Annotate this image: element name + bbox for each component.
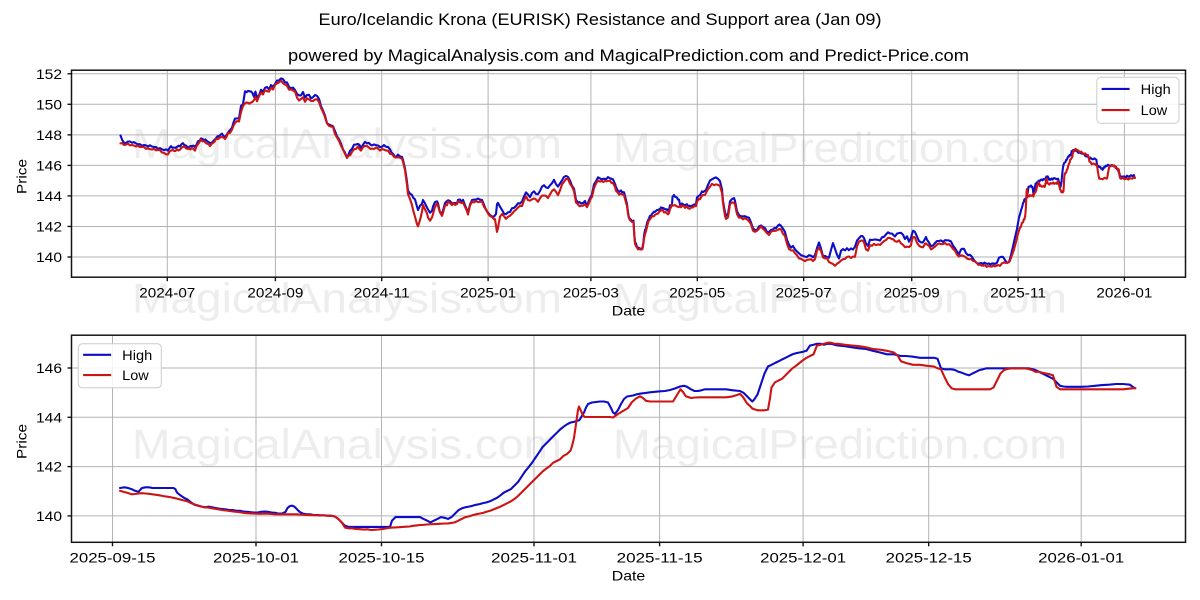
svg-text:2025-10-15: 2025-10-15 (339, 550, 425, 566)
svg-text:2025-12-15: 2025-12-15 (886, 550, 972, 566)
svg-text:2025-01: 2025-01 (460, 285, 516, 301)
svg-text:Low: Low (122, 367, 149, 383)
svg-text:2024-07: 2024-07 (139, 285, 195, 301)
svg-text:powered by MagicalAnalysis.com: powered by MagicalAnalysis.com and Magic… (288, 46, 969, 65)
svg-text:2025-09: 2025-09 (884, 285, 940, 301)
svg-text:Price: Price (14, 159, 30, 194)
svg-text:MagicalAnalysis.com: MagicalAnalysis.com (132, 275, 562, 322)
svg-text:2025-11-15: 2025-11-15 (617, 550, 703, 566)
svg-text:MagicalPrediction.com: MagicalPrediction.com (613, 124, 1067, 171)
svg-text:2025-05: 2025-05 (669, 285, 725, 301)
svg-text:140: 140 (36, 249, 62, 265)
svg-text:High: High (1141, 81, 1171, 97)
svg-text:Price: Price (14, 424, 30, 459)
svg-text:150: 150 (36, 96, 62, 112)
svg-text:Date: Date (612, 303, 646, 319)
svg-text:2024-11: 2024-11 (354, 285, 410, 301)
svg-text:Low: Low (1141, 102, 1168, 118)
svg-text:144: 144 (36, 188, 62, 204)
svg-text:142: 142 (36, 459, 62, 475)
svg-text:146: 146 (36, 157, 62, 173)
svg-text:2026-01: 2026-01 (1096, 285, 1152, 301)
svg-text:2026-01-01: 2026-01-01 (1038, 550, 1124, 566)
svg-text:140: 140 (36, 508, 62, 524)
svg-text:2025-11: 2025-11 (990, 285, 1046, 301)
svg-text:2025-03: 2025-03 (563, 285, 619, 301)
svg-text:2025-11-01: 2025-11-01 (491, 550, 577, 566)
svg-text:2025-07: 2025-07 (776, 285, 832, 301)
svg-text:2025-12-01: 2025-12-01 (760, 550, 846, 566)
svg-text:MagicalAnalysis.com: MagicalAnalysis.com (132, 420, 562, 467)
svg-text:MagicalPrediction.com: MagicalPrediction.com (613, 420, 1067, 467)
svg-text:2024-09: 2024-09 (247, 285, 303, 301)
svg-text:2025-10-01: 2025-10-01 (213, 550, 299, 566)
svg-text:146: 146 (36, 360, 62, 376)
svg-text:MagicalAnalysis.com: MagicalAnalysis.com (132, 120, 562, 167)
svg-text:Date: Date (612, 568, 646, 584)
svg-text:142: 142 (36, 218, 62, 234)
svg-text:Euro/Icelandic Krona (EURISK): Euro/Icelandic Krona (EURISK) Resistance… (319, 10, 882, 29)
svg-text:144: 144 (36, 409, 62, 425)
svg-text:MagicalPrediction.com: MagicalPrediction.com (613, 275, 1067, 322)
svg-text:152: 152 (36, 66, 62, 82)
svg-text:High: High (122, 347, 152, 363)
svg-text:148: 148 (36, 127, 62, 143)
svg-text:2025-09-15: 2025-09-15 (70, 550, 156, 566)
